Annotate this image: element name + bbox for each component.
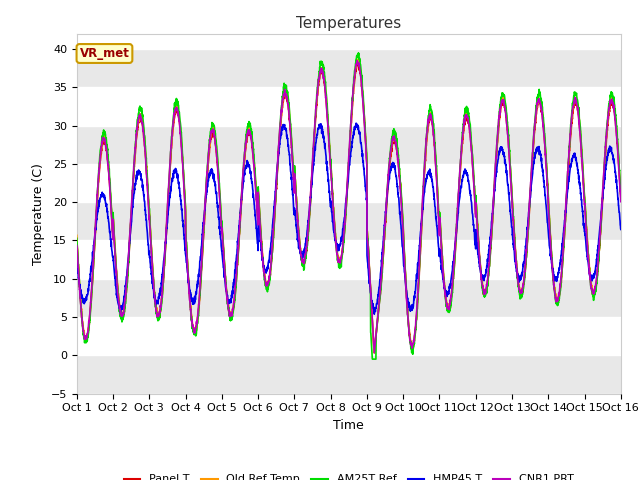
Text: VR_met: VR_met <box>79 47 129 60</box>
X-axis label: Time: Time <box>333 419 364 432</box>
Bar <box>77 49 621 87</box>
Bar <box>77 202 621 240</box>
Bar <box>77 279 621 317</box>
Legend: Panel T, Old Ref Temp, AM25T Ref, HMP45 T, CNR1 PRT: Panel T, Old Ref Temp, AM25T Ref, HMP45 … <box>119 470 579 480</box>
Y-axis label: Temperature (C): Temperature (C) <box>32 163 45 264</box>
Bar <box>77 355 621 394</box>
Title: Temperatures: Temperatures <box>296 16 401 31</box>
Bar <box>77 125 621 164</box>
